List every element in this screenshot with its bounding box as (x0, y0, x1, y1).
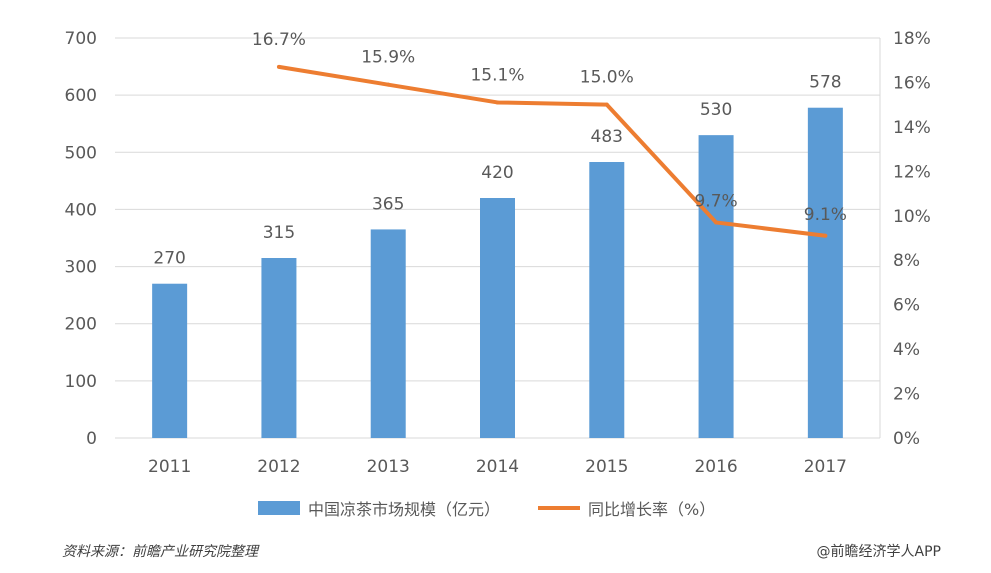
left-tick-label: 700 (65, 29, 97, 49)
left-tick-label: 600 (65, 86, 97, 106)
x-tick-label: 2017 (804, 457, 847, 477)
right-tick-label: 6% (893, 296, 920, 316)
x-tick-label: 2011 (148, 457, 191, 477)
credit-note: @前瞻经济学人APP (816, 544, 941, 560)
line-value-label: 16.7% (252, 30, 306, 50)
line-series (276, 64, 828, 238)
legend-swatch-bar (258, 501, 300, 515)
legend: 中国凉茶市场规模（亿元） 同比增长率（%） (258, 496, 753, 520)
x-tick-label: 2013 (367, 457, 410, 477)
bar-series (152, 107, 843, 438)
growth-line (278, 64, 826, 238)
right-tick-label: 4% (893, 340, 920, 360)
line-point (823, 233, 828, 238)
bar (480, 198, 515, 438)
right-tick-label: 0% (893, 429, 920, 449)
right-tick-label: 10% (893, 207, 931, 227)
bar (589, 162, 625, 438)
legend-label-bar: 中国凉茶市场规模（亿元） (308, 500, 501, 519)
legend-item-line: 同比增长率（%） (538, 496, 715, 520)
bar (152, 283, 188, 438)
bar (698, 135, 734, 438)
bar-value-label: 578 (809, 73, 841, 93)
left-tick-label: 400 (65, 200, 97, 220)
bar-value-label: 315 (263, 223, 295, 243)
line-value-label: 15.0% (580, 68, 634, 88)
bar-value-label: 270 (153, 249, 185, 269)
legend-swatch-line (538, 506, 581, 510)
x-tick-label: 2012 (257, 457, 300, 477)
x-axis-ticks: 2011 2012 2013 2014 2015 2016 2017 (148, 457, 847, 477)
right-tick-label: 14% (893, 118, 931, 138)
right-tick-label: 2% (893, 385, 920, 405)
line-point (386, 82, 391, 87)
line-data-labels: 16.7% 15.9% 15.1% 15.0% 9.7% 9.1% (252, 30, 847, 225)
line-point (604, 102, 609, 107)
bar-value-label: 420 (481, 163, 513, 183)
bar-value-label: 530 (700, 100, 732, 120)
right-tick-label: 16% (893, 73, 931, 93)
left-tick-label: 0 (86, 429, 97, 449)
bar (261, 258, 297, 438)
combo-chart: 0 100 200 300 400 500 600 700 0% 2% 4% 6% 8% 10% 12% 1… (65, 29, 931, 477)
line-point (714, 220, 719, 225)
left-tick-label: 200 (65, 315, 97, 335)
left-tick-label: 500 (65, 143, 97, 163)
line-value-label: 9.1% (804, 205, 847, 225)
line-value-label: 15.9% (361, 48, 415, 68)
legend-label-line: 同比增长率（%） (588, 500, 716, 519)
bar (370, 229, 406, 438)
x-tick-label: 2015 (585, 457, 628, 477)
x-tick-label: 2016 (694, 457, 737, 477)
right-tick-label: 8% (893, 251, 920, 271)
line-point (495, 100, 500, 105)
left-tick-label: 300 (65, 258, 97, 278)
bar (807, 107, 843, 438)
legend-item-bar: 中国凉茶市场规模（亿元） (258, 496, 500, 520)
right-axis-ticks: 0% 2% 4% 6% 8% 10% 12% 14% 16% 18% (893, 29, 931, 449)
line-value-label: 15.1% (470, 65, 524, 85)
bar-value-label: 483 (591, 127, 623, 147)
bar-value-label: 365 (372, 194, 404, 214)
x-tick-label: 2014 (476, 457, 519, 477)
left-tick-label: 100 (65, 372, 97, 392)
bar-data-labels: 270 315 365 420 483 530 578 (153, 73, 841, 269)
line-value-label: 9.7% (694, 191, 737, 211)
line-point (276, 64, 281, 69)
left-axis-ticks: 0 100 200 300 400 500 600 700 (65, 29, 97, 449)
source-note: 资料来源：前瞻产业研究院整理 (62, 544, 258, 560)
right-tick-label: 12% (893, 162, 931, 182)
right-tick-label: 18% (893, 29, 931, 49)
